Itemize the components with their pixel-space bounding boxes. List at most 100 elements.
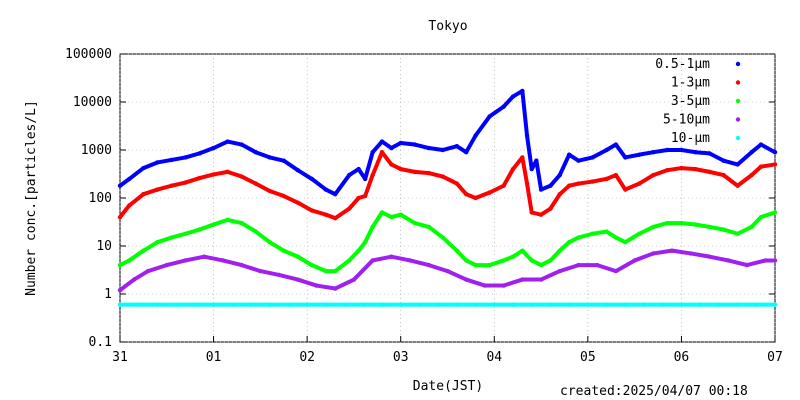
x-tick-label: 05 bbox=[580, 350, 596, 365]
data-point bbox=[197, 151, 202, 156]
data-point bbox=[356, 166, 361, 172]
data-point bbox=[510, 94, 516, 99]
data-point bbox=[379, 139, 385, 144]
data-point bbox=[613, 268, 619, 274]
data-point bbox=[679, 165, 684, 171]
data-point bbox=[426, 262, 431, 268]
data-point bbox=[351, 277, 357, 282]
series-3-5-m bbox=[117, 210, 778, 274]
data-point bbox=[566, 302, 572, 307]
data-point bbox=[538, 277, 544, 282]
data-point bbox=[520, 155, 525, 160]
data-point bbox=[679, 220, 684, 226]
data-point bbox=[173, 302, 179, 307]
data-point bbox=[117, 287, 123, 293]
x-tick-label: 02 bbox=[299, 350, 315, 365]
data-point bbox=[412, 169, 417, 175]
data-point bbox=[772, 149, 778, 155]
data-point bbox=[362, 176, 368, 182]
data-point bbox=[669, 248, 675, 253]
data-point bbox=[707, 224, 712, 230]
data-point bbox=[613, 172, 619, 178]
x-tick-label: 03 bbox=[393, 350, 409, 365]
data-point bbox=[604, 302, 609, 307]
data-point bbox=[464, 277, 469, 282]
data-point bbox=[524, 181, 530, 186]
data-point bbox=[267, 155, 272, 160]
data-point bbox=[333, 268, 338, 274]
data-point bbox=[464, 191, 469, 197]
legend-marker bbox=[735, 135, 741, 141]
data-point bbox=[440, 174, 446, 179]
data-point bbox=[211, 302, 216, 307]
data-point bbox=[632, 258, 637, 263]
data-point bbox=[464, 258, 469, 263]
data-point bbox=[155, 302, 160, 307]
data-point bbox=[323, 212, 329, 217]
data-point bbox=[370, 172, 375, 178]
data-point bbox=[510, 254, 516, 259]
data-point bbox=[665, 147, 670, 153]
data-point bbox=[286, 302, 291, 307]
data-point bbox=[164, 262, 169, 268]
data-point bbox=[323, 302, 329, 307]
data-point bbox=[127, 203, 132, 208]
data-point bbox=[651, 149, 656, 155]
data-point bbox=[239, 220, 244, 226]
series-line bbox=[118, 150, 777, 221]
data-point bbox=[482, 283, 488, 288]
data-point bbox=[758, 164, 764, 169]
data-point bbox=[379, 302, 385, 307]
data-point bbox=[183, 155, 188, 160]
data-point bbox=[623, 302, 628, 307]
data-point bbox=[772, 302, 778, 307]
data-point bbox=[426, 224, 431, 230]
series-1-3-m bbox=[117, 149, 778, 221]
data-point bbox=[501, 283, 506, 288]
data-point bbox=[492, 302, 497, 307]
data-point bbox=[576, 262, 581, 268]
data-point bbox=[487, 262, 492, 268]
data-point bbox=[225, 217, 230, 223]
data-point bbox=[225, 169, 230, 175]
data-point bbox=[309, 262, 315, 268]
legend-label: 10-μm bbox=[671, 131, 710, 146]
data-point bbox=[473, 195, 478, 201]
data-point bbox=[220, 258, 226, 263]
data-point bbox=[248, 302, 254, 307]
data-point bbox=[473, 133, 478, 138]
data-point bbox=[295, 254, 300, 259]
data-point bbox=[566, 183, 572, 188]
y-axis: 0.1 1 10 100 1000 10000 100000 bbox=[65, 47, 775, 350]
data-point bbox=[281, 158, 286, 163]
data-point bbox=[510, 302, 516, 307]
data-point bbox=[211, 145, 216, 151]
data-point bbox=[604, 176, 609, 182]
data-point bbox=[370, 149, 375, 155]
data-point bbox=[333, 215, 338, 221]
data-point bbox=[454, 302, 460, 307]
data-point bbox=[136, 302, 141, 307]
data-point bbox=[548, 206, 553, 211]
data-point bbox=[295, 167, 300, 173]
data-point bbox=[524, 133, 530, 138]
x-tick-label: 06 bbox=[674, 350, 690, 365]
data-point bbox=[595, 262, 600, 268]
data-point bbox=[117, 214, 123, 220]
data-point bbox=[361, 302, 366, 307]
data-point bbox=[323, 187, 329, 192]
legend-marker bbox=[735, 61, 741, 67]
data-point bbox=[590, 231, 595, 236]
data-point bbox=[398, 166, 403, 172]
data-point bbox=[323, 268, 329, 274]
data-point bbox=[637, 152, 642, 157]
data-point bbox=[464, 149, 469, 155]
data-point bbox=[454, 143, 460, 149]
data-point bbox=[389, 145, 394, 151]
data-point bbox=[726, 258, 731, 263]
data-point bbox=[520, 277, 525, 282]
data-point bbox=[117, 302, 123, 307]
data-point bbox=[576, 158, 581, 163]
data-point bbox=[576, 235, 581, 240]
data-point bbox=[763, 258, 768, 263]
